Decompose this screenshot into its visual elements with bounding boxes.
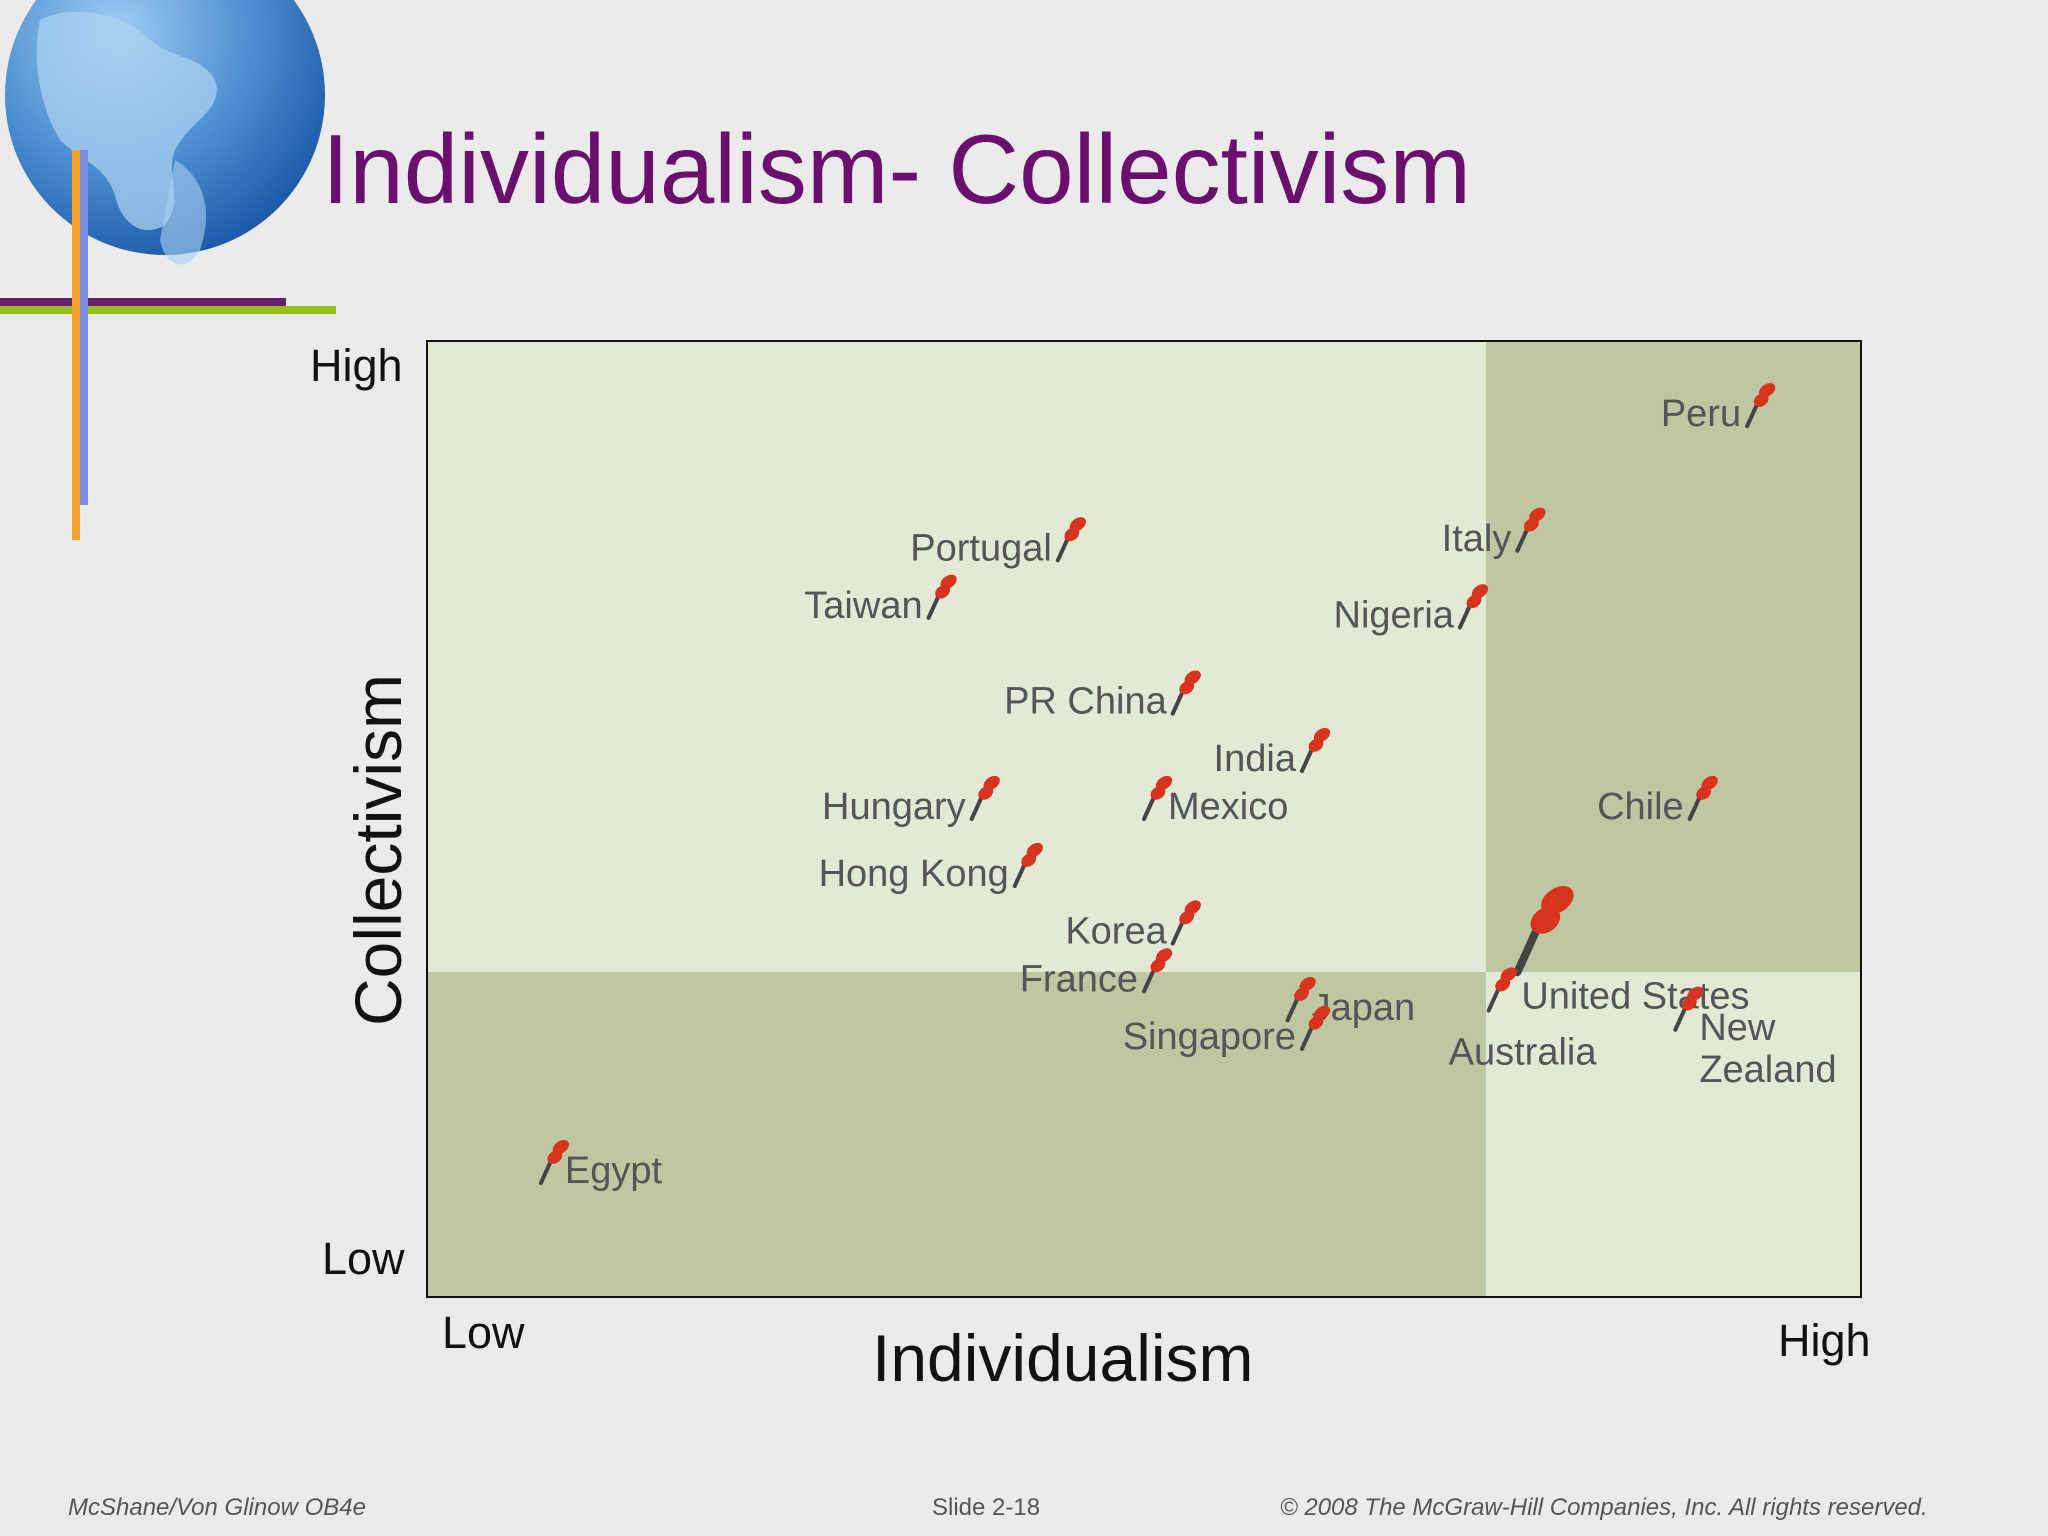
point-label: Korea xyxy=(1065,911,1167,953)
data-point: United States xyxy=(1513,886,1750,1017)
data-point: India xyxy=(1214,727,1331,780)
data-point: Hong Kong xyxy=(819,842,1043,895)
pin-needle xyxy=(969,795,984,821)
footer-copyright: © 2008 The McGraw-Hill Companies, Inc. A… xyxy=(1280,1494,1928,1521)
pin-head xyxy=(1184,900,1201,915)
point-label: Nigeria xyxy=(1334,594,1455,636)
data-point: Portugal xyxy=(910,517,1086,569)
accent-bar-blue xyxy=(80,150,88,505)
data-point: Australia xyxy=(1449,967,1598,1074)
x-axis-title: Individualism xyxy=(872,1321,1254,1395)
point-label: France xyxy=(1020,958,1138,1000)
point-label: Peru xyxy=(1661,393,1741,435)
slide-title: Individualism- Collectivism xyxy=(322,114,1472,224)
pin-needle xyxy=(1457,603,1472,630)
pin-head xyxy=(1155,948,1173,963)
pin-head xyxy=(1541,886,1574,915)
point-label: Singapore xyxy=(1123,1016,1296,1058)
point-label: United States xyxy=(1521,975,1749,1017)
globe-logo xyxy=(5,0,325,265)
pin-head xyxy=(1026,842,1043,858)
y-axis-low-label: Low xyxy=(322,1233,405,1284)
data-point: Korea xyxy=(1065,900,1201,953)
points-layer: Peru Italy Portugal Taiwan Nigeria PR China In… xyxy=(538,383,1837,1192)
footer-book-credit: McShane/Von Glinow OB4e xyxy=(68,1494,366,1521)
data-point: Chile xyxy=(1597,775,1718,828)
data-point: Mexico xyxy=(1142,775,1288,828)
pin-needle xyxy=(1142,795,1156,821)
point-label: Italy xyxy=(1442,518,1512,560)
point-label: Mexico xyxy=(1168,786,1288,828)
pin-head xyxy=(1500,967,1517,982)
pin-needle xyxy=(1687,795,1702,821)
quadrant-top-right xyxy=(1486,340,1862,972)
pin-needle xyxy=(1486,986,1501,1013)
point-label: India xyxy=(1214,738,1297,780)
point-label: New Zealand xyxy=(1699,1007,1836,1091)
pin-head xyxy=(940,574,957,589)
pin-needle xyxy=(538,1159,553,1186)
pin-head xyxy=(1701,775,1718,791)
data-point: Hungary xyxy=(822,775,1000,828)
pin-needle xyxy=(1299,747,1314,774)
plot-border xyxy=(426,340,1862,1298)
pin-needle xyxy=(1170,689,1185,716)
point-label: Taiwan xyxy=(804,585,922,627)
quadrant-top-left xyxy=(426,340,1486,972)
x-axis-low-label: Low xyxy=(442,1307,525,1358)
data-point: New Zealand xyxy=(1673,986,1837,1091)
pin-head xyxy=(1155,775,1173,791)
pin-head xyxy=(1184,670,1201,685)
pin-needle xyxy=(1012,862,1027,889)
point-label: Egypt xyxy=(565,1150,663,1192)
pin-needle xyxy=(1055,536,1070,563)
point-label: Australia xyxy=(1449,1032,1598,1074)
pin-head xyxy=(983,775,1000,791)
pin-needle xyxy=(1515,526,1530,553)
scatter-chart: Peru Italy Portugal Taiwan Nigeria PR China In… xyxy=(426,340,1862,1298)
x-axis-high-label: High xyxy=(1778,1315,1871,1366)
accent-bar-green xyxy=(0,306,336,314)
pin-head xyxy=(1758,383,1776,398)
data-point: Italy xyxy=(1442,507,1546,560)
pin-needle xyxy=(1673,1005,1688,1032)
quadrant-bottom-right xyxy=(1486,972,1862,1298)
point-label: Hong Kong xyxy=(819,853,1009,895)
pin-head xyxy=(1313,1005,1331,1021)
data-point: France xyxy=(1020,948,1173,1000)
point-label: Chile xyxy=(1597,786,1684,828)
pin-needle xyxy=(1745,402,1760,429)
point-label: Portugal xyxy=(910,527,1052,569)
pin-head xyxy=(1299,977,1316,992)
data-point: Taiwan xyxy=(804,574,957,627)
point-label: Hungary xyxy=(822,786,966,828)
y-axis-title: Collectivism xyxy=(341,673,415,1027)
data-point: Nigeria xyxy=(1334,584,1489,636)
pin-needle xyxy=(1285,996,1300,1023)
pin-needle xyxy=(1170,919,1185,946)
data-point: Peru xyxy=(1661,383,1776,435)
pin-head xyxy=(1471,584,1489,599)
accent-bar-purple xyxy=(0,298,286,306)
pin-head xyxy=(1529,507,1546,522)
pin-head xyxy=(552,1139,570,1155)
pin-head xyxy=(1069,517,1086,532)
pin-head xyxy=(1687,986,1704,1001)
footer-slide-number: Slide 2-18 xyxy=(932,1494,1041,1521)
y-axis-high-label: High xyxy=(310,340,403,391)
pin-needle xyxy=(1142,967,1156,994)
point-label: PR China xyxy=(1004,681,1167,723)
pin-needle xyxy=(1513,924,1542,977)
pin-needle xyxy=(1299,1024,1314,1051)
pin-head xyxy=(1313,727,1331,743)
accent-bar-orange xyxy=(72,150,80,540)
data-point: PR China xyxy=(1004,670,1201,723)
pin-needle xyxy=(926,593,941,620)
data-point: Singapore xyxy=(1123,1005,1331,1058)
data-point: Egypt xyxy=(538,1139,663,1192)
